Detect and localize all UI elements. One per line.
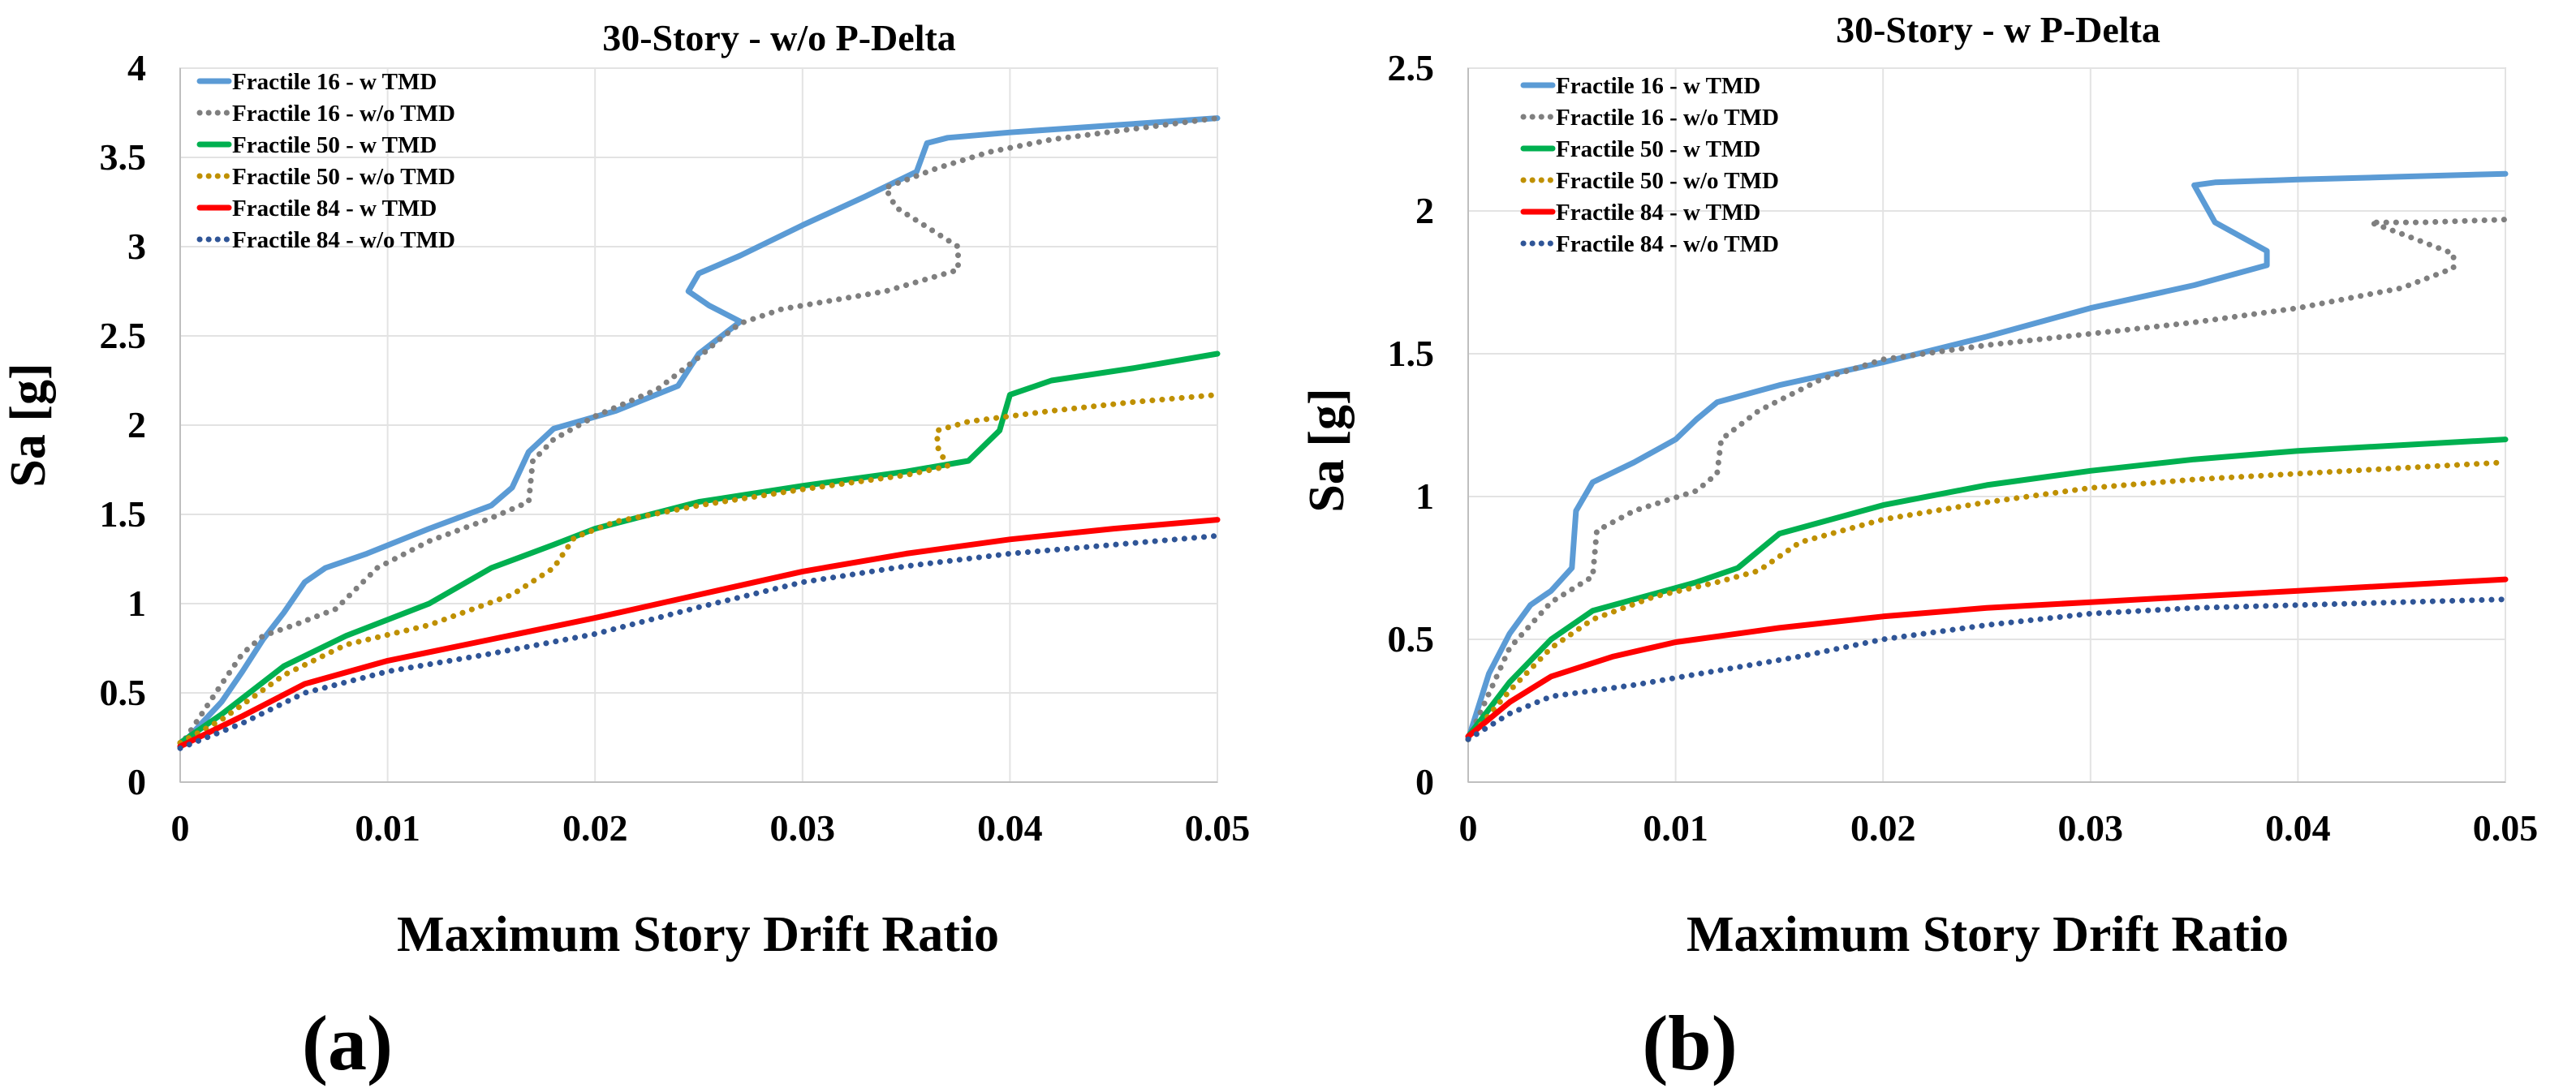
chart-b-ytick-label: 1.5	[1388, 333, 1435, 374]
chart-b-legend-label-2: Fractile 50 - w TMD	[1556, 136, 1760, 162]
chart-b-ytick-label: 2	[1415, 190, 1434, 231]
chart-b-series-2	[1465, 436, 2509, 740]
chart-b-series-3	[1465, 459, 2509, 742]
chart-a-ylabel: Sa [g]	[1, 363, 56, 487]
chart-b-title: 30-Story - w P-Delta	[1836, 9, 2160, 50]
chart-a-ytick-label: 3.5	[100, 136, 147, 178]
chart-b-series-0	[1465, 170, 2509, 742]
chart-a-xtick-label: 0.03	[770, 807, 836, 849]
chart-b-legend-label-5: Fractile 84 - w/o TMD	[1556, 231, 1779, 257]
chart-a-series-2	[177, 350, 1221, 746]
chart-a-series-5	[177, 532, 1221, 751]
chart-a-series-4	[177, 517, 1221, 750]
chart-a-xtick-label: 0.04	[977, 807, 1043, 849]
chart-a-xlabel: Maximum Story Drift Ratio	[397, 907, 999, 962]
chart-panel-b: 0 0.01 0.02 0.03 0.04 0.05 0 0.5 1 1.5 2 2.5 30-Stor…	[1288, 0, 2576, 1087]
chart-b-xtick-label: 0.05	[2473, 807, 2539, 849]
chart-a-ytick-label: 2.5	[100, 315, 147, 356]
chart-b-legend-label-1: Fractile 16 - w/o TMD	[1556, 105, 1779, 131]
chart-b-legend-label-4: Fractile 84 - w TMD	[1556, 200, 1760, 226]
chart-b-svg: 0 0.01 0.02 0.03 0.04 0.05 0 0.5 1 1.5 2 2.5 30-Stor…	[1299, 9, 2539, 962]
chart-b-xtick-label: 0.03	[2058, 807, 2124, 849]
chart-b-xtick-label: 0.02	[1850, 807, 1916, 849]
chart-a-ytick-label: 3	[127, 226, 146, 267]
chart-b-legend-label-3: Fractile 50 - w/o TMD	[1556, 168, 1779, 194]
chart-b-series-5	[1465, 596, 2509, 742]
chart-a-svg: 0 0.01 0.02 0.03 0.04 0.05 0 0.5 1 1.5 2 2.5 3 3.5 4 30…	[1, 17, 1251, 962]
chart-a-ytick-label: 2	[127, 404, 146, 445]
chart-a-legend-label-1: Fractile 16 - w/o TMD	[232, 101, 455, 127]
chart-b-series-4	[1465, 576, 2509, 740]
chart-b-xtick-label: 0.04	[2265, 807, 2331, 849]
chart-a-xtick-label: 0	[171, 807, 190, 849]
chart-a-ytick-label: 0.5	[100, 672, 147, 713]
chart-b-ytick-label: 0.5	[1388, 618, 1435, 660]
chart-a-legend-label-0: Fractile 16 - w TMD	[232, 69, 437, 95]
chart-a-xtick-label: 0.02	[562, 807, 628, 849]
chart-a-legend-label-4: Fractile 84 - w TMD	[232, 196, 437, 221]
chart-a-legend-label-2: Fractile 50 - w TMD	[232, 132, 437, 158]
panel-label-a: (a)	[302, 1000, 393, 1086]
chart-a-ytick-label: 1	[127, 583, 146, 624]
chart-a-xtick-label: 0.05	[1185, 807, 1251, 849]
panel-label-b: (b)	[1642, 1000, 1738, 1086]
chart-a-ytick-label: 0	[127, 761, 146, 802]
chart-panel-a: 0 0.01 0.02 0.03 0.04 0.05 0 0.5 1 1.5 2 2.5 3 3.5 4 30…	[0, 0, 1288, 1087]
chart-a-ytick-label: 4	[127, 47, 146, 88]
chart-b-xtick-label: 0.01	[1643, 807, 1708, 849]
chart-a-ytick-label: 1.5	[100, 493, 147, 535]
chart-b-ytick-label: 1	[1415, 475, 1434, 517]
chart-a-xtick-label: 0.01	[355, 807, 420, 849]
chart-b-ytick-label: 0	[1415, 761, 1434, 802]
chart-a-legend-label-5: Fractile 84 - w/o TMD	[232, 227, 455, 253]
chart-b-xtick-label: 0	[1459, 807, 1478, 849]
chart-a-series-0	[177, 115, 1221, 750]
chart-a-title: 30-Story - w/o P-Delta	[602, 17, 956, 58]
chart-a-series-3	[177, 392, 1221, 746]
chart-b-ylabel: Sa [g]	[1299, 388, 1355, 512]
chart-a-series-1	[177, 115, 1221, 750]
chart-b-series-1	[1465, 217, 2509, 742]
chart-b-xlabel: Maximum Story Drift Ratio	[1686, 907, 2289, 962]
chart-b-legend-label-0: Fractile 16 - w TMD	[1556, 73, 1760, 99]
chart-b-ytick-label: 2.5	[1388, 47, 1435, 88]
chart-a-legend-label-3: Fractile 50 - w/o TMD	[232, 164, 455, 190]
